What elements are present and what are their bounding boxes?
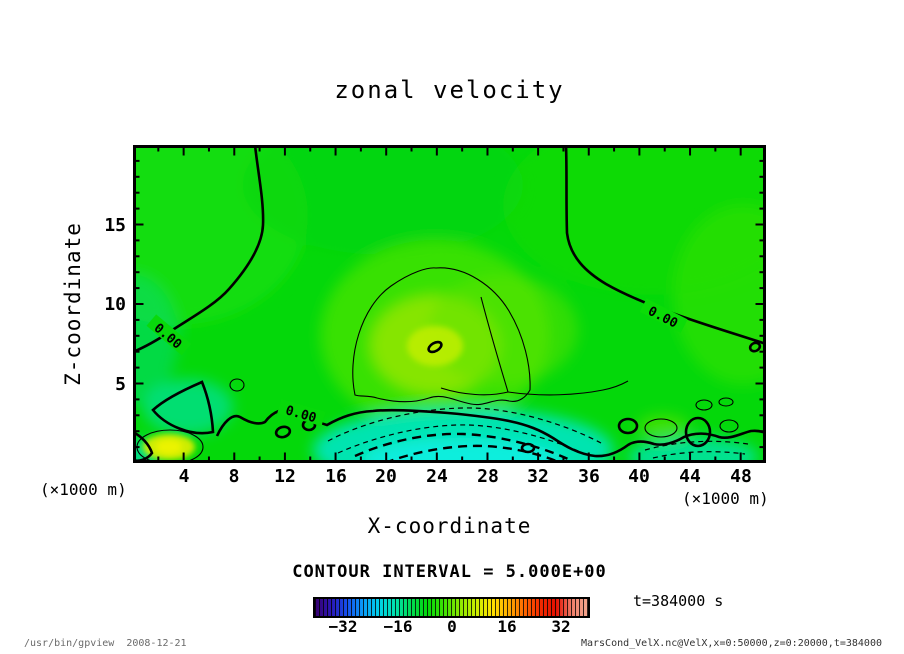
- x-tick-label-44: 44: [679, 466, 701, 487]
- tone-fill-field: 0.00 0.00 0.00: [133, 145, 766, 463]
- x-tick-label-28: 28: [477, 466, 499, 487]
- colorbar-segment-lines: [315, 599, 588, 616]
- colorbar-tick-0: 0: [447, 617, 457, 636]
- x-tick-label-40: 40: [628, 466, 650, 487]
- contour-interval-text: CONTOUR INTERVAL = 5.000E+00: [292, 562, 607, 582]
- colorbar: [313, 597, 590, 618]
- contour-plot-area: 0.00 0.00 0.00: [133, 145, 766, 463]
- x-tick-label-20: 20: [375, 466, 397, 487]
- footer-data-source: MarsCond_VelX.nc@VelX,x=0:50000,z=0:2000…: [580, 638, 882, 649]
- y-axis-label: Z-coordinate: [61, 222, 85, 386]
- x-axis-label: X-coordinate: [367, 514, 532, 538]
- x-tick-label-36: 36: [578, 466, 600, 487]
- x-tick-label-24: 24: [426, 466, 448, 487]
- colorbar-tick-32: 32: [551, 617, 571, 636]
- footer-command-date: /usr/bin/gpview 2008-12-21: [24, 638, 187, 649]
- colorbar-tick-minus16: −16: [383, 617, 413, 636]
- x-tick-label-8: 8: [228, 466, 240, 487]
- colorbar-tick-16: 16: [497, 617, 517, 636]
- y-tick-label-10: 10: [104, 294, 126, 315]
- time-label: t=384000 s: [633, 592, 724, 610]
- plot-frame: [133, 145, 766, 463]
- y-tick-label-5: 5: [115, 374, 126, 395]
- colorbar-tick-minus32: −32: [328, 617, 358, 636]
- chart-title: zonal velocity: [334, 76, 565, 104]
- y-unit-label: (×1000 m): [40, 480, 127, 499]
- x-tick-label-48: 48: [730, 466, 752, 487]
- x-tick-label-4: 4: [178, 466, 190, 487]
- y-tick-label-15: 15: [104, 215, 126, 236]
- x-unit-label: (×1000 m): [682, 489, 769, 508]
- x-tick-label-12: 12: [274, 466, 296, 487]
- dashed-negative-contours: [327, 407, 749, 463]
- x-tick-label-32: 32: [527, 466, 549, 487]
- contour-plot-svg: 0.00 0.00 0.00: [133, 145, 766, 463]
- x-tick-label-16: 16: [325, 466, 347, 487]
